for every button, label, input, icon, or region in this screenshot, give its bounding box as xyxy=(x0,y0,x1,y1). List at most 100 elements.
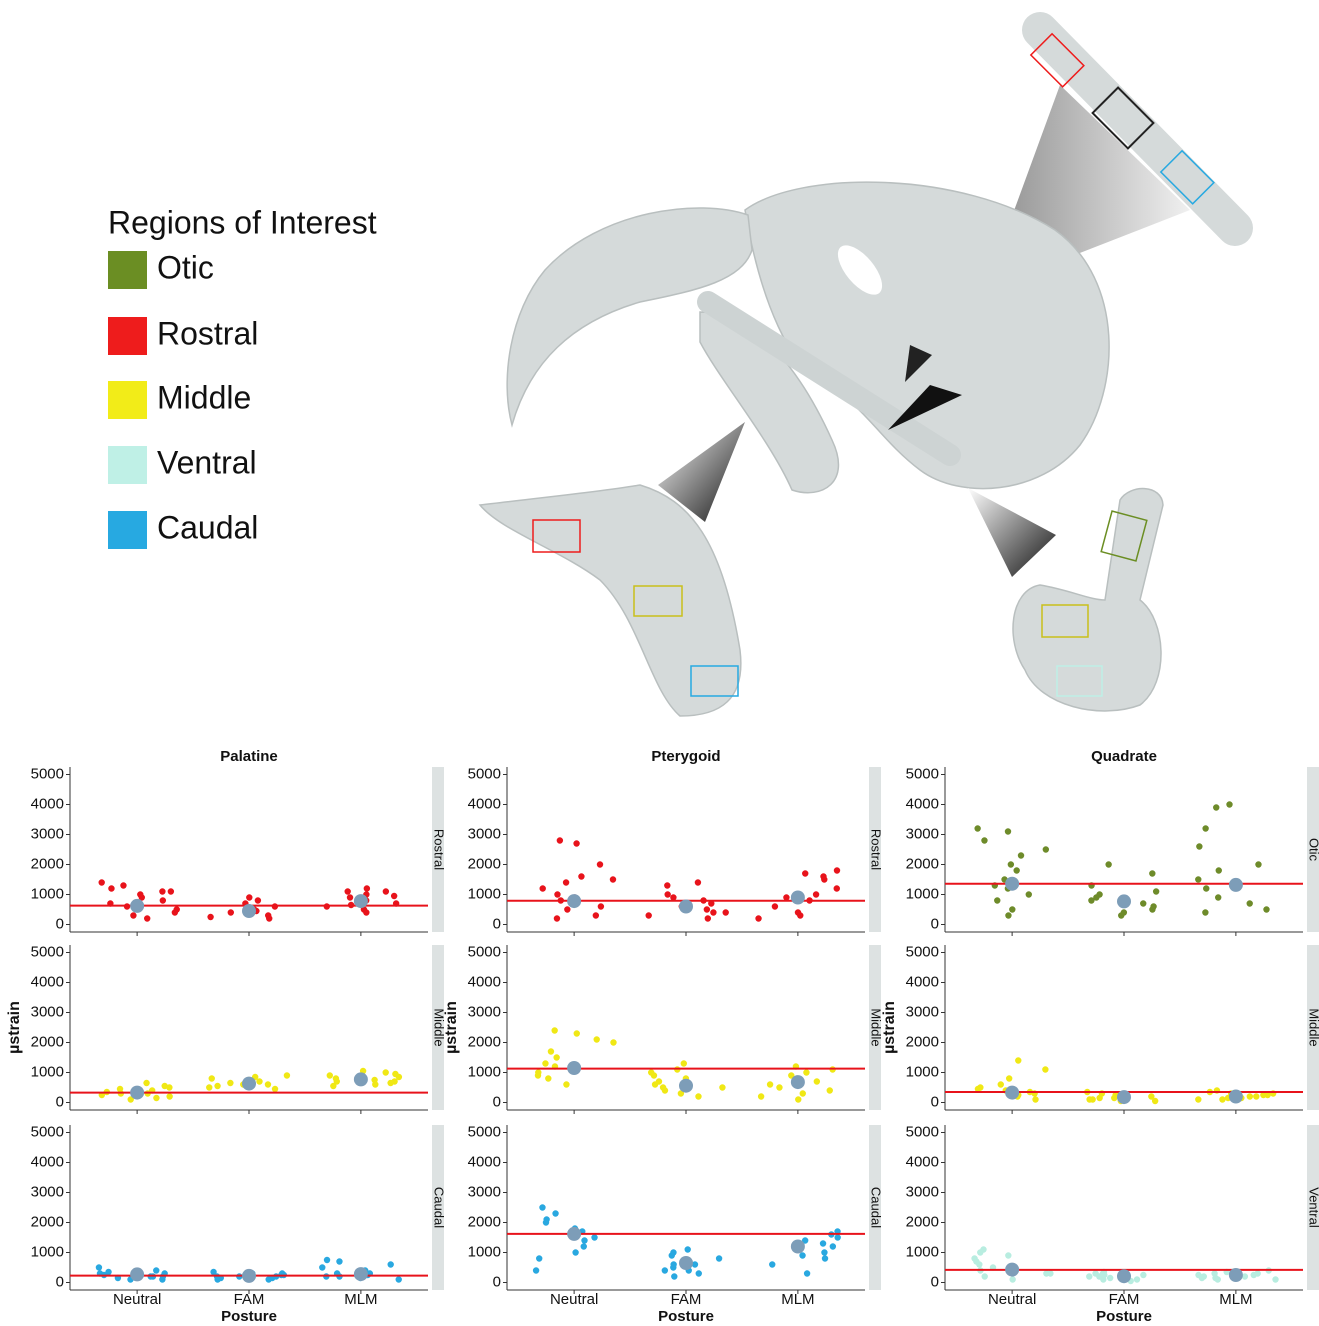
point xyxy=(390,892,398,900)
point xyxy=(1106,1274,1114,1282)
point xyxy=(826,1087,833,1094)
mean-point xyxy=(679,1256,693,1270)
point xyxy=(1149,870,1156,877)
y-tick-label: 2000 xyxy=(468,1213,501,1230)
point xyxy=(206,1084,213,1091)
legend-label: Ventral xyxy=(157,444,257,480)
y-tick-label: 1000 xyxy=(468,1063,501,1080)
point xyxy=(1005,912,1012,919)
y-tick-label: 1000 xyxy=(31,885,64,902)
point xyxy=(553,915,561,922)
point xyxy=(246,894,253,901)
point xyxy=(1004,828,1012,835)
point xyxy=(387,1261,394,1268)
point xyxy=(266,915,273,922)
y-tick-label: 5000 xyxy=(906,765,939,782)
point xyxy=(974,1085,982,1093)
point xyxy=(137,891,144,898)
point xyxy=(704,915,712,922)
point xyxy=(821,1249,828,1256)
point xyxy=(971,1255,978,1262)
point xyxy=(1042,1066,1049,1073)
point xyxy=(677,1090,685,1097)
point xyxy=(542,1060,549,1067)
y-tick-label: 4000 xyxy=(468,1153,501,1170)
y-tick-label: 4000 xyxy=(906,973,939,990)
point xyxy=(755,915,762,922)
point xyxy=(98,879,105,886)
y-tick-label: 5000 xyxy=(468,943,501,960)
point xyxy=(715,1255,723,1262)
y-tick-label: 3000 xyxy=(468,1183,501,1200)
point xyxy=(1009,1276,1016,1283)
strip-label: Otic xyxy=(1307,838,1319,862)
point xyxy=(670,894,677,901)
mean-point xyxy=(242,1076,256,1091)
y-tick-label: 4000 xyxy=(468,973,501,990)
x-tick-label: FAM xyxy=(234,1291,265,1308)
point xyxy=(1105,861,1112,868)
point xyxy=(1212,1274,1219,1282)
mean-point xyxy=(130,1267,145,1282)
strip xyxy=(1307,1125,1319,1290)
point xyxy=(344,888,351,895)
skull-pterygoid xyxy=(697,291,961,466)
mean-point xyxy=(790,1239,805,1254)
strip-label: Middle xyxy=(432,1008,447,1046)
y-tick-label: 3000 xyxy=(906,825,939,842)
point xyxy=(1005,1252,1012,1259)
point xyxy=(214,1082,221,1090)
x-tick-label: FAM xyxy=(1109,1291,1140,1308)
point xyxy=(536,1255,543,1262)
point xyxy=(1254,1270,1261,1277)
point xyxy=(161,1082,168,1090)
y-tick-label: 3000 xyxy=(468,825,501,842)
mean-point xyxy=(679,899,693,914)
point xyxy=(336,1258,343,1265)
y-tick-label: 4000 xyxy=(906,795,939,812)
point xyxy=(1089,1096,1096,1103)
y-tick-label: 0 xyxy=(56,1093,64,1110)
point xyxy=(371,1076,378,1084)
mean-point xyxy=(790,1075,805,1090)
point xyxy=(547,1048,555,1055)
point xyxy=(1092,1270,1099,1277)
roi-caudal xyxy=(690,665,739,697)
y-tick-label: 1000 xyxy=(468,1243,501,1260)
point xyxy=(708,900,715,907)
point xyxy=(610,1039,617,1046)
point xyxy=(664,891,671,898)
point xyxy=(1120,909,1128,916)
y-tick-label: 1000 xyxy=(31,1243,64,1260)
y-tick-label: 3000 xyxy=(468,1003,501,1020)
point xyxy=(1263,906,1270,913)
y-tick-label: 0 xyxy=(493,1093,501,1110)
legend-swatch xyxy=(108,511,147,549)
point xyxy=(799,1090,806,1097)
point xyxy=(330,1082,337,1090)
mean-point xyxy=(567,894,582,909)
point xyxy=(539,885,546,892)
point xyxy=(539,1204,546,1211)
point xyxy=(1007,861,1015,868)
point xyxy=(395,1276,402,1283)
point xyxy=(680,1060,687,1067)
strip-label: Middle xyxy=(1307,1008,1319,1046)
point xyxy=(645,912,652,919)
y-tick-label: 4000 xyxy=(31,1153,64,1170)
strip xyxy=(869,767,881,932)
strip-label: Middle xyxy=(869,1008,884,1046)
point xyxy=(1140,900,1147,907)
point xyxy=(116,1085,124,1093)
point xyxy=(95,1264,103,1271)
facet-title: Quadrate xyxy=(1091,748,1157,765)
point xyxy=(382,1069,389,1076)
point xyxy=(105,1268,112,1276)
point xyxy=(788,1072,795,1079)
point xyxy=(283,1072,291,1079)
x-axis-label: Posture xyxy=(221,1308,277,1325)
y-tick-label: 2000 xyxy=(468,855,501,872)
point xyxy=(659,1084,667,1091)
roi-rostral xyxy=(532,519,581,553)
